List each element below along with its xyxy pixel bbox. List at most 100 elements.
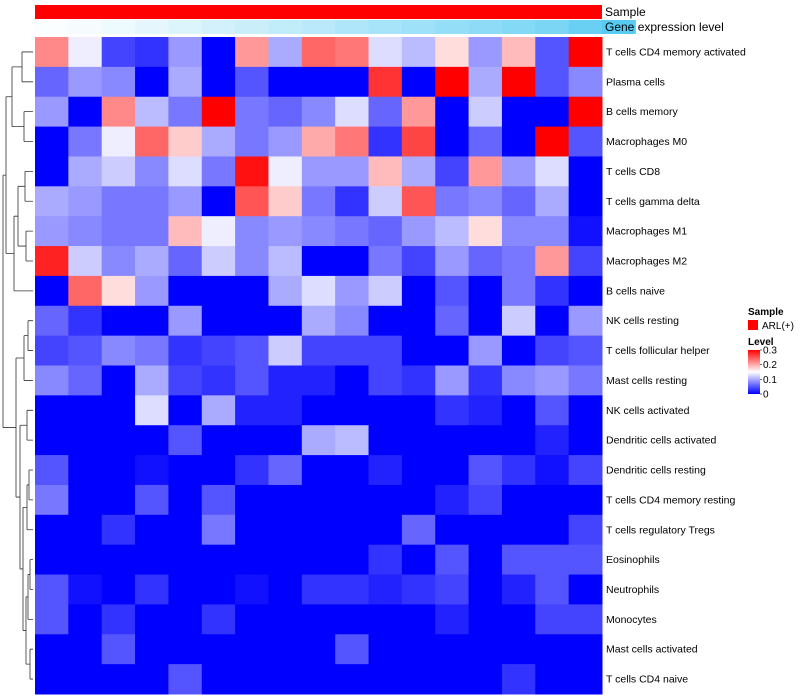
heatmap-cell <box>201 544 236 576</box>
heatmap-cell <box>435 186 470 217</box>
heatmap-cell <box>435 126 470 157</box>
heatmap-cell <box>268 335 303 366</box>
gene-expression-cell <box>268 20 303 34</box>
heatmap-cell <box>101 335 136 366</box>
heatmap-cell <box>401 66 436 98</box>
heatmap-cell <box>201 604 236 635</box>
heatmap-cell <box>401 216 436 247</box>
heatmap-cell <box>201 425 236 456</box>
heatmap-cell <box>168 246 203 277</box>
heatmap-cell <box>68 544 103 576</box>
heatmap-cell <box>435 664 470 695</box>
heatmap-cell <box>401 96 436 128</box>
heatmap-cell <box>435 305 470 337</box>
heatmap-cell <box>301 126 336 157</box>
heatmap-cell <box>568 455 603 486</box>
dendrogram-branch <box>5 96 14 254</box>
heatmap-cell <box>468 335 503 366</box>
heatmap-cell <box>568 514 603 546</box>
heatmap-cell <box>335 514 370 546</box>
heatmap-cell <box>135 305 169 337</box>
heatmap-cell <box>335 335 370 366</box>
gene-expression-cell <box>35 20 69 34</box>
heatmap-cell <box>201 455 236 486</box>
heatmap-cell <box>135 604 169 635</box>
heatmap-cell <box>135 37 169 68</box>
heatmap-cell <box>268 305 303 337</box>
heatmap-cell <box>335 664 370 695</box>
heatmap-cell <box>535 126 570 157</box>
heatmap-cell <box>201 37 236 68</box>
heatmap-cell <box>168 514 203 546</box>
heatmap-cell <box>135 425 169 456</box>
heatmap-cell <box>168 216 203 247</box>
heatmap-cell <box>535 275 570 307</box>
heatmap-cell <box>368 335 403 366</box>
heatmap-cell <box>168 395 203 426</box>
heatmap-cell <box>135 574 169 605</box>
heatmap-cell <box>568 96 603 128</box>
heatmap-cell <box>101 455 136 486</box>
heatmap-cell <box>201 156 236 187</box>
heatmap-cell <box>435 275 470 307</box>
heatmap-cell <box>135 156 169 187</box>
heatmap-cell <box>568 484 603 516</box>
heatmap-cell <box>168 664 203 695</box>
sample-annotation-title: Sample <box>605 5 646 19</box>
heatmap-cell <box>301 634 336 665</box>
heatmap-cell <box>168 96 203 128</box>
heatmap-cell <box>235 246 269 277</box>
heatmap-cell <box>401 514 436 546</box>
row-label: NK cells resting <box>606 315 679 327</box>
heatmap-cell <box>201 246 236 277</box>
row-label: T cells CD4 naive <box>606 674 688 686</box>
heatmap-cell <box>301 335 336 366</box>
heatmap-cell <box>268 425 303 456</box>
heatmap-cell <box>201 335 236 366</box>
legend-sample-label: ARL(+) <box>762 321 794 332</box>
gene-expression-cell <box>435 20 470 34</box>
heatmap-cell <box>268 126 303 157</box>
row-label: NK cells activated <box>606 405 690 417</box>
heatmap-cell <box>268 455 303 486</box>
heatmap-cell <box>535 664 570 695</box>
heatmap-cell <box>335 126 370 157</box>
heatmap-cell <box>35 544 69 576</box>
heatmap-cell <box>101 574 136 605</box>
heatmap-cell <box>68 484 103 516</box>
row-label: T cells CD8 <box>606 166 660 178</box>
heatmap-cell <box>468 66 503 98</box>
heatmap-cell <box>101 544 136 576</box>
heatmap-cell <box>568 395 603 426</box>
heatmap-cell <box>235 544 269 576</box>
heatmap-cell <box>368 425 403 456</box>
heatmap-cell <box>135 455 169 486</box>
heatmap-cell <box>168 425 203 456</box>
legend-tick-label: 0.2 <box>763 360 777 371</box>
heatmap-cell <box>501 246 536 277</box>
heatmap-cell <box>535 604 570 635</box>
heatmap-cell <box>68 634 103 665</box>
heatmap-cell <box>568 544 603 576</box>
heatmap-cell <box>535 455 570 486</box>
heatmap-cell <box>35 96 69 128</box>
heatmap-cell <box>168 305 203 337</box>
heatmap-cell <box>201 66 236 98</box>
heatmap-cell <box>301 514 336 546</box>
heatmap-cell <box>435 425 470 456</box>
heatmap-cell <box>168 455 203 486</box>
heatmap-cell <box>568 126 603 157</box>
gene-expression-cell <box>135 20 169 34</box>
heatmap-cell <box>368 365 403 396</box>
heatmap-cell <box>101 604 136 635</box>
heatmap-cell <box>201 275 236 307</box>
heatmap-cell <box>568 37 603 68</box>
heatmap-cell <box>501 425 536 456</box>
heatmap-cell <box>401 604 436 635</box>
heatmap-cell <box>335 455 370 486</box>
heatmap-cell <box>368 455 403 486</box>
heatmap-cell <box>35 365 69 396</box>
heatmap-cell <box>68 455 103 486</box>
heatmap-cell <box>468 544 503 576</box>
heatmap-cell <box>35 634 69 665</box>
